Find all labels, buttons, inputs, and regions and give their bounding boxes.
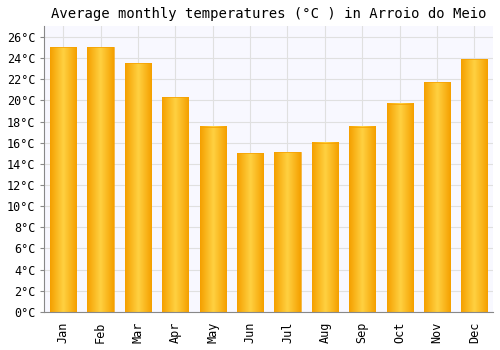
Bar — [50, 48, 76, 312]
Bar — [162, 97, 188, 312]
Bar — [386, 104, 412, 312]
Bar — [200, 127, 226, 312]
Bar — [424, 82, 450, 312]
Bar — [312, 143, 338, 312]
Bar — [274, 152, 300, 312]
Title: Average monthly temperatures (°C ) in Arroio do Meio: Average monthly temperatures (°C ) in Ar… — [51, 7, 486, 21]
Bar — [88, 48, 114, 312]
Bar — [349, 127, 376, 312]
Bar — [125, 63, 151, 312]
Bar — [237, 153, 263, 312]
Bar — [462, 59, 487, 312]
